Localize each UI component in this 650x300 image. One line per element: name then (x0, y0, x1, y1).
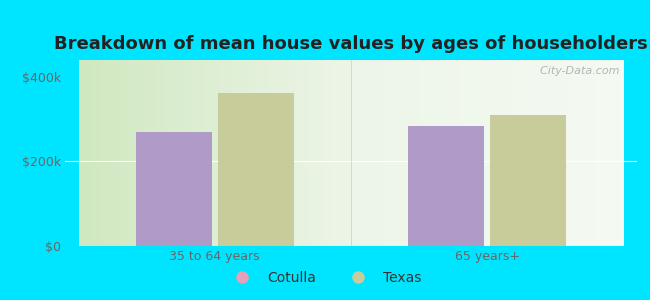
Bar (136, 132, 212, 246)
Bar (408, 125, 484, 246)
Title: Breakdown of mean house values by ages of householders: Breakdown of mean house values by ages o… (54, 35, 648, 53)
Text: City-Data.com: City-Data.com (534, 66, 620, 76)
Legend: Cotulla, Texas: Cotulla, Texas (223, 265, 427, 290)
Bar (218, 93, 294, 246)
Bar (490, 115, 566, 246)
